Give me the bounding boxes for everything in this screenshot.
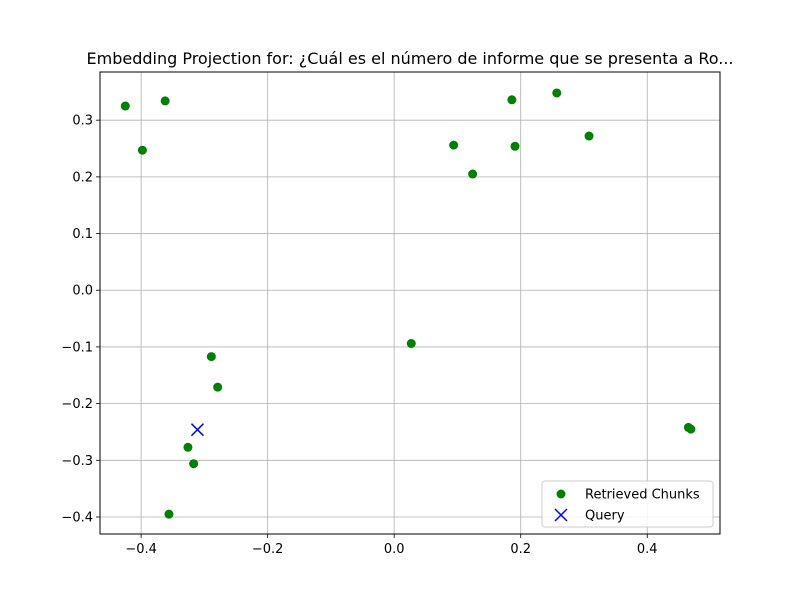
legend-label: Retrieved Chunks <box>585 488 700 503</box>
retrieved-chunk-point <box>213 382 223 392</box>
y-tick-label: 0.3 <box>72 114 93 129</box>
legend-marker-retrieved-chunks <box>556 489 566 499</box>
plot-frame <box>99 71 721 535</box>
legend-label: Query <box>585 509 625 524</box>
legend: Retrieved Chunks Query <box>541 480 714 528</box>
x-tick-label: 0.0 <box>384 542 405 557</box>
retrieved-chunk-point <box>507 95 517 105</box>
x-tick-label: 0.2 <box>510 542 531 557</box>
retrieved-chunk-point <box>584 131 594 141</box>
x-tick-label: 0.4 <box>637 542 658 557</box>
axis-ticks: −0.4 −0.2 0.0 0.2 0.4 0.3 0.2 0.1 0.0 −0.1 −0.2 −0.… <box>61 114 657 557</box>
retrieved-chunk-point <box>137 145 147 155</box>
retrieved-chunk-point <box>449 140 459 150</box>
retrieved-chunk-point <box>206 352 216 362</box>
retrieved-chunk-point <box>468 169 478 179</box>
retrieved-chunk-point <box>406 339 416 349</box>
x-tick-label: −0.4 <box>125 542 157 557</box>
y-tick-label: −0.2 <box>61 397 93 412</box>
y-tick-label: 0.2 <box>72 170 93 185</box>
y-tick-label: 0.1 <box>72 227 93 242</box>
retrieved-chunk-point <box>189 459 199 469</box>
data-points <box>120 88 696 519</box>
query-point <box>190 423 204 437</box>
legend-box <box>541 480 714 528</box>
retrieved-chunk-point <box>183 442 193 452</box>
chart-title: Embedding Projection for: ¿Cuál es el nú… <box>87 49 734 68</box>
y-tick-label: 0.0 <box>72 284 93 299</box>
retrieved-chunk-point <box>686 424 696 434</box>
y-tick-label: −0.4 <box>61 510 93 525</box>
retrieved-chunk-point <box>160 96 170 106</box>
y-tick-label: −0.3 <box>61 454 93 469</box>
x-tick-label: −0.2 <box>252 542 284 557</box>
retrieved-chunk-point <box>164 509 174 519</box>
legend-marker-query <box>554 508 568 522</box>
retrieved-chunk-point <box>510 141 520 151</box>
y-tick-label: −0.1 <box>61 340 93 355</box>
retrieved-chunk-point <box>552 88 562 98</box>
retrieved-chunk-point <box>120 101 130 111</box>
